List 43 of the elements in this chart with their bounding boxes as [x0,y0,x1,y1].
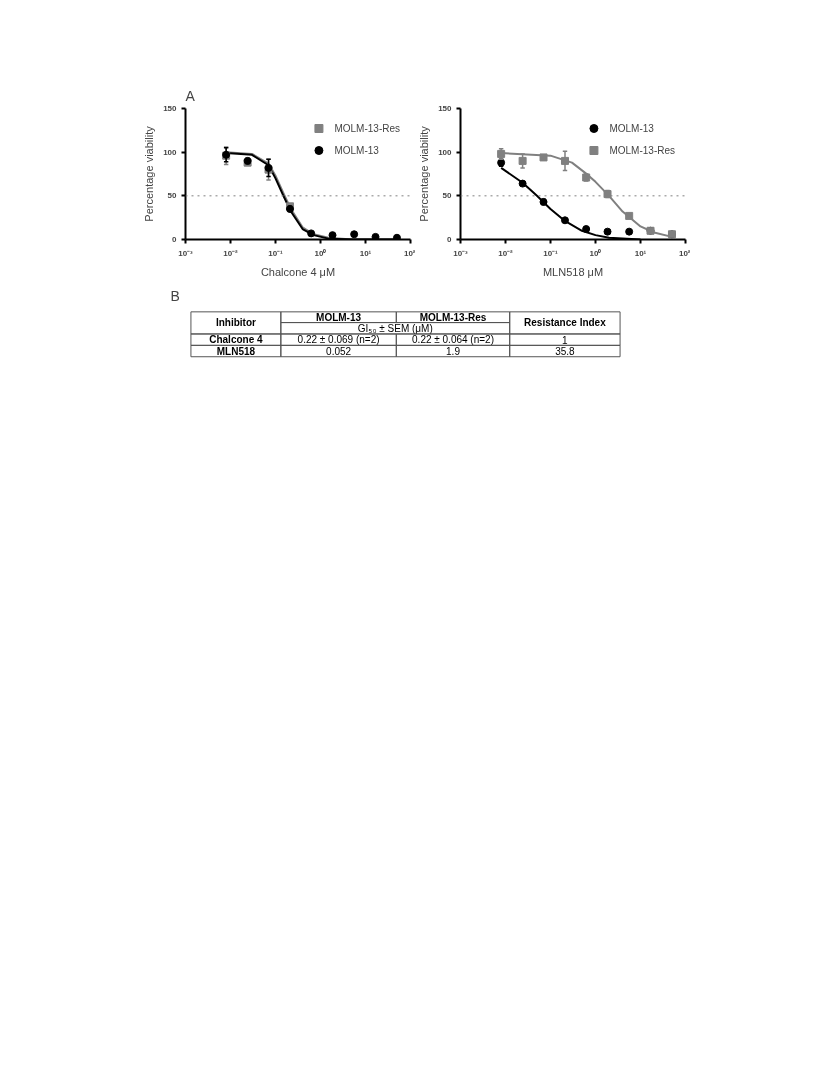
x-tick-label: 10⁻³ [453,248,469,258]
y-tick-label: 100 [438,147,453,157]
x-tick-label: 10¹ [359,248,372,258]
y-tick-label: 50 [167,191,178,201]
y-tick-label: 150 [163,104,178,113]
x-tick-label: 10¹ [634,248,647,258]
y-tick-label: 150 [438,104,453,113]
text: 1 [562,334,569,346]
text: MOLM-13-Res [419,311,487,323]
text: GI₅₀ ± SEM (μM) [357,322,433,334]
text: 1.9 [446,346,461,358]
text: Chalcone 4 [209,334,263,346]
x-tick-label: 10⁻³ [178,248,194,258]
text: 0.22 ± 0.069 (n=2) [297,334,380,346]
y-tick-label: 0 [447,235,453,244]
x-axis-title: Chalcone 4 μM [260,265,336,278]
legend-label: MOLM-13 [334,144,379,156]
chart-title: A [185,87,196,104]
x-axis-title: MLN518 μM [542,265,604,278]
x-tick-label: 10⁰ [314,248,327,258]
text: 0.22 ± 0.064 (n=2) [412,334,494,346]
y-tick-label: 0 [172,235,178,244]
y-axis-title: Percentage viability [418,125,431,222]
text: 35.8 [555,346,576,358]
x-tick-label: 10² [678,248,691,258]
text: MLN518 [216,345,256,357]
y-tick-label: 100 [163,147,178,157]
legend-label: MOLM-13-Res [609,144,675,156]
text: B [170,287,180,304]
text: Inhibitor [215,317,256,329]
text: MOLM-13 [316,311,362,323]
x-tick-label: 10⁻² [498,248,514,258]
y-axis-title: Percentage viability [143,125,156,222]
text: 0.052 [326,346,352,358]
y-tick-label: 50 [442,191,453,201]
text: Resistance Index [524,317,607,329]
legend-label: MOLM-13-Res [334,122,400,134]
x-tick-label: 10⁻¹ [268,248,284,258]
x-tick-label: 10⁻² [223,248,239,258]
x-tick-label: 10⁻¹ [543,248,559,258]
x-tick-label: 10⁰ [589,248,602,258]
legend-label: MOLM-13 [609,122,654,134]
x-tick-label: 10² [403,248,416,258]
